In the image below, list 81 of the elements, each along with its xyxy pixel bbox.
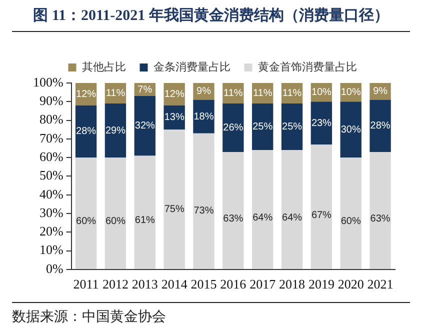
legend-label: 其他占比 [82, 60, 126, 74]
y-tick-label: 30% [39, 204, 64, 220]
y-tick-label: 100% [32, 74, 64, 90]
data-label: 75% [164, 204, 184, 215]
x-tick-label: 2016 [220, 276, 247, 292]
x-tick-label: 2017 [250, 276, 276, 292]
legend-label: 金条消费量占比 [153, 60, 230, 74]
data-label: 23% [311, 118, 332, 129]
data-label: 30% [340, 124, 361, 136]
data-label: 11% [224, 88, 243, 99]
data-label: 60% [105, 216, 126, 227]
source-note: 数据来源：中国黄金协会 [12, 302, 410, 326]
data-label: 63% [370, 213, 390, 224]
data-label: 32% [134, 120, 156, 132]
data-label: 67% [311, 210, 332, 222]
data-label: 28% [76, 126, 96, 138]
data-label: 9% [196, 86, 212, 98]
y-tick-label: 0% [46, 260, 64, 276]
x-tick-label: 2018 [279, 276, 306, 292]
bar [193, 133, 214, 269]
x-tick-label: 2020 [338, 276, 364, 292]
bar [134, 96, 156, 156]
data-label: 12% [76, 88, 96, 100]
bar [252, 104, 274, 150]
x-tick-label: 2013 [132, 276, 158, 292]
legend-label: 黄金首饰消费量占比 [258, 60, 357, 74]
bar [75, 158, 97, 269]
data-label: 25% [252, 122, 273, 133]
data-label: 28% [370, 120, 390, 132]
data-label: 61% [134, 214, 156, 226]
bar [193, 100, 214, 134]
bar [104, 158, 126, 269]
data-label: 25% [282, 122, 302, 133]
bar [370, 100, 391, 152]
bar [281, 104, 303, 150]
bar [104, 104, 126, 158]
bar [310, 102, 332, 145]
x-tick-label: 2019 [308, 276, 334, 292]
bar [164, 130, 185, 269]
bar [370, 152, 391, 269]
data-label: 26% [223, 122, 244, 134]
y-tick-label: 20% [39, 224, 64, 239]
x-tick-label: 2011 [73, 276, 99, 292]
bar [281, 150, 303, 269]
y-tick-label: 10% [39, 242, 64, 258]
data-label: 7% [138, 84, 152, 96]
data-label: 11% [252, 88, 272, 99]
data-label: 12% [164, 88, 184, 100]
x-tick-label: 2021 [367, 276, 394, 292]
bar [340, 102, 362, 158]
bar [252, 150, 274, 269]
data-label: 63% [223, 213, 244, 224]
x-tick-label: 2012 [102, 276, 128, 292]
data-label: 18% [194, 111, 214, 122]
data-label: 13% [164, 112, 184, 124]
bar [222, 104, 244, 152]
data-label: 60% [76, 216, 96, 227]
data-label: 73% [194, 205, 214, 216]
y-tick-label: 80% [39, 112, 64, 127]
data-label: 11% [106, 88, 126, 99]
data-label: 29% [105, 125, 126, 136]
data-label: 9% [373, 86, 388, 98]
data-label: 11% [282, 88, 302, 99]
y-tick-label: 90% [39, 93, 64, 108]
data-label: 10% [340, 87, 361, 98]
bar [340, 158, 362, 269]
bar [75, 105, 97, 158]
chart-title: 图 11：2011-2021 年我国黄金消费结构（消费量口径） [12, 6, 410, 32]
bar [222, 152, 244, 269]
y-tick-label: 50% [39, 168, 64, 183]
data-label: 60% [340, 216, 361, 227]
y-tick-label: 40% [39, 186, 64, 202]
bar [310, 144, 332, 269]
data-label: 64% [252, 212, 273, 224]
data-label: 10% [311, 87, 332, 98]
x-tick-label: 2014 [161, 276, 188, 292]
y-tick-label: 60% [39, 148, 64, 164]
data-label: 64% [282, 212, 302, 224]
x-tick-label: 2015 [190, 276, 217, 292]
bar [134, 156, 156, 269]
y-tick-label: 70% [39, 130, 64, 146]
